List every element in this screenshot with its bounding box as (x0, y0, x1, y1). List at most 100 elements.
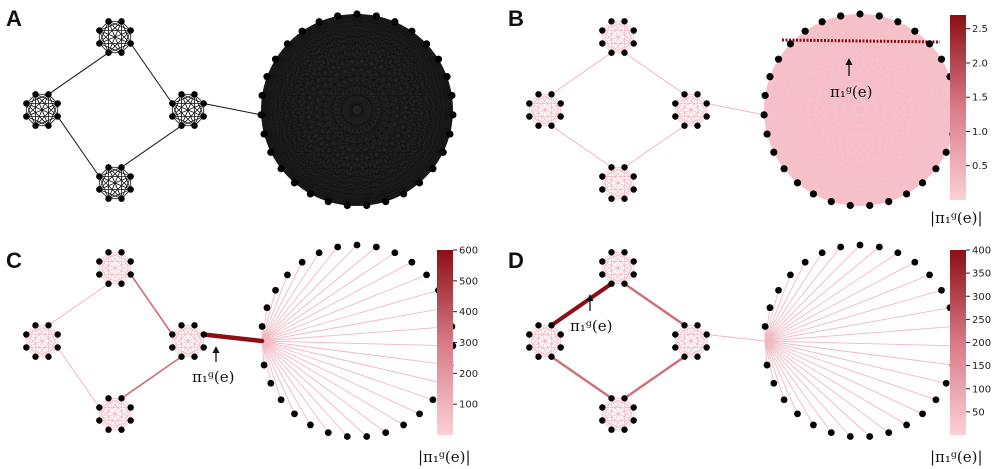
edge (108, 252, 122, 284)
small-clique-2-edges (674, 93, 708, 127)
edge (261, 95, 348, 206)
edge (674, 334, 685, 357)
edge (275, 59, 295, 183)
annotation-c-label: π₁ᵍ(e) (192, 368, 234, 386)
edge (266, 43, 427, 77)
edge (98, 261, 109, 284)
node (621, 395, 628, 402)
edge-right-bottom (624, 125, 685, 168)
node (911, 258, 919, 266)
node (191, 322, 198, 329)
edge (181, 93, 204, 104)
edge (287, 43, 329, 202)
edge (675, 334, 698, 357)
edge (98, 398, 109, 421)
edge (263, 21, 320, 135)
node (672, 100, 679, 107)
node (885, 197, 893, 206)
node (408, 27, 416, 35)
edge (171, 325, 182, 348)
edge (601, 398, 612, 421)
edge (831, 152, 947, 202)
edge (763, 21, 823, 115)
small-clique-1-edges (25, 324, 59, 358)
edge (337, 15, 404, 194)
edge (769, 76, 814, 194)
edge (538, 324, 561, 335)
node (429, 396, 437, 404)
edge (813, 76, 951, 195)
edge (108, 176, 131, 199)
node (118, 280, 125, 287)
edge (318, 21, 348, 206)
edge (611, 397, 634, 408)
edge (764, 43, 930, 116)
edge (25, 103, 36, 126)
edge (108, 166, 131, 177)
node (353, 10, 361, 18)
edge (773, 43, 791, 153)
star-edge (764, 289, 942, 342)
node (415, 179, 424, 187)
edge (261, 15, 338, 96)
edge (26, 116, 49, 127)
edge (266, 15, 338, 77)
edge (275, 59, 452, 96)
colorbar-tick-label: 600 (459, 246, 478, 257)
node (630, 417, 637, 424)
edge (906, 59, 942, 194)
node (918, 179, 927, 187)
star-edge (261, 340, 420, 415)
star-edge (261, 244, 358, 342)
colorbar-tick-label: 300 (459, 338, 478, 349)
edge (281, 114, 453, 169)
edge (784, 168, 907, 195)
node (315, 249, 323, 257)
star-edge (764, 340, 907, 426)
edge (783, 43, 791, 169)
node (105, 49, 112, 56)
edge (319, 21, 452, 96)
edge (790, 43, 798, 183)
edge (804, 31, 870, 206)
edge (764, 21, 823, 96)
edge (266, 76, 404, 195)
node (621, 280, 628, 287)
node (343, 201, 351, 210)
edge (356, 13, 454, 115)
edge (821, 21, 851, 206)
edge (859, 13, 947, 153)
edge (840, 15, 870, 206)
edge (611, 20, 634, 31)
edge (773, 152, 889, 202)
edge (529, 347, 552, 358)
node (105, 426, 112, 433)
small-clique-2-nodes (672, 91, 710, 129)
node (284, 271, 291, 279)
node (937, 55, 946, 63)
edge (319, 21, 453, 116)
node (548, 91, 555, 98)
edge (366, 59, 439, 206)
edge (797, 95, 955, 183)
edge (347, 43, 427, 206)
node (548, 322, 555, 329)
node (271, 55, 280, 63)
node (45, 91, 52, 98)
edge (294, 168, 433, 184)
edge (108, 21, 122, 53)
edge (181, 325, 204, 348)
node (548, 353, 555, 360)
node (837, 243, 845, 251)
node (372, 12, 380, 20)
edge (804, 31, 832, 202)
edge (922, 59, 942, 183)
edge (897, 21, 954, 135)
node (761, 91, 769, 100)
edge (822, 21, 955, 96)
edge (888, 76, 951, 202)
edge (675, 103, 698, 126)
edge (172, 334, 195, 357)
edge (275, 59, 282, 169)
edge (822, 21, 951, 77)
